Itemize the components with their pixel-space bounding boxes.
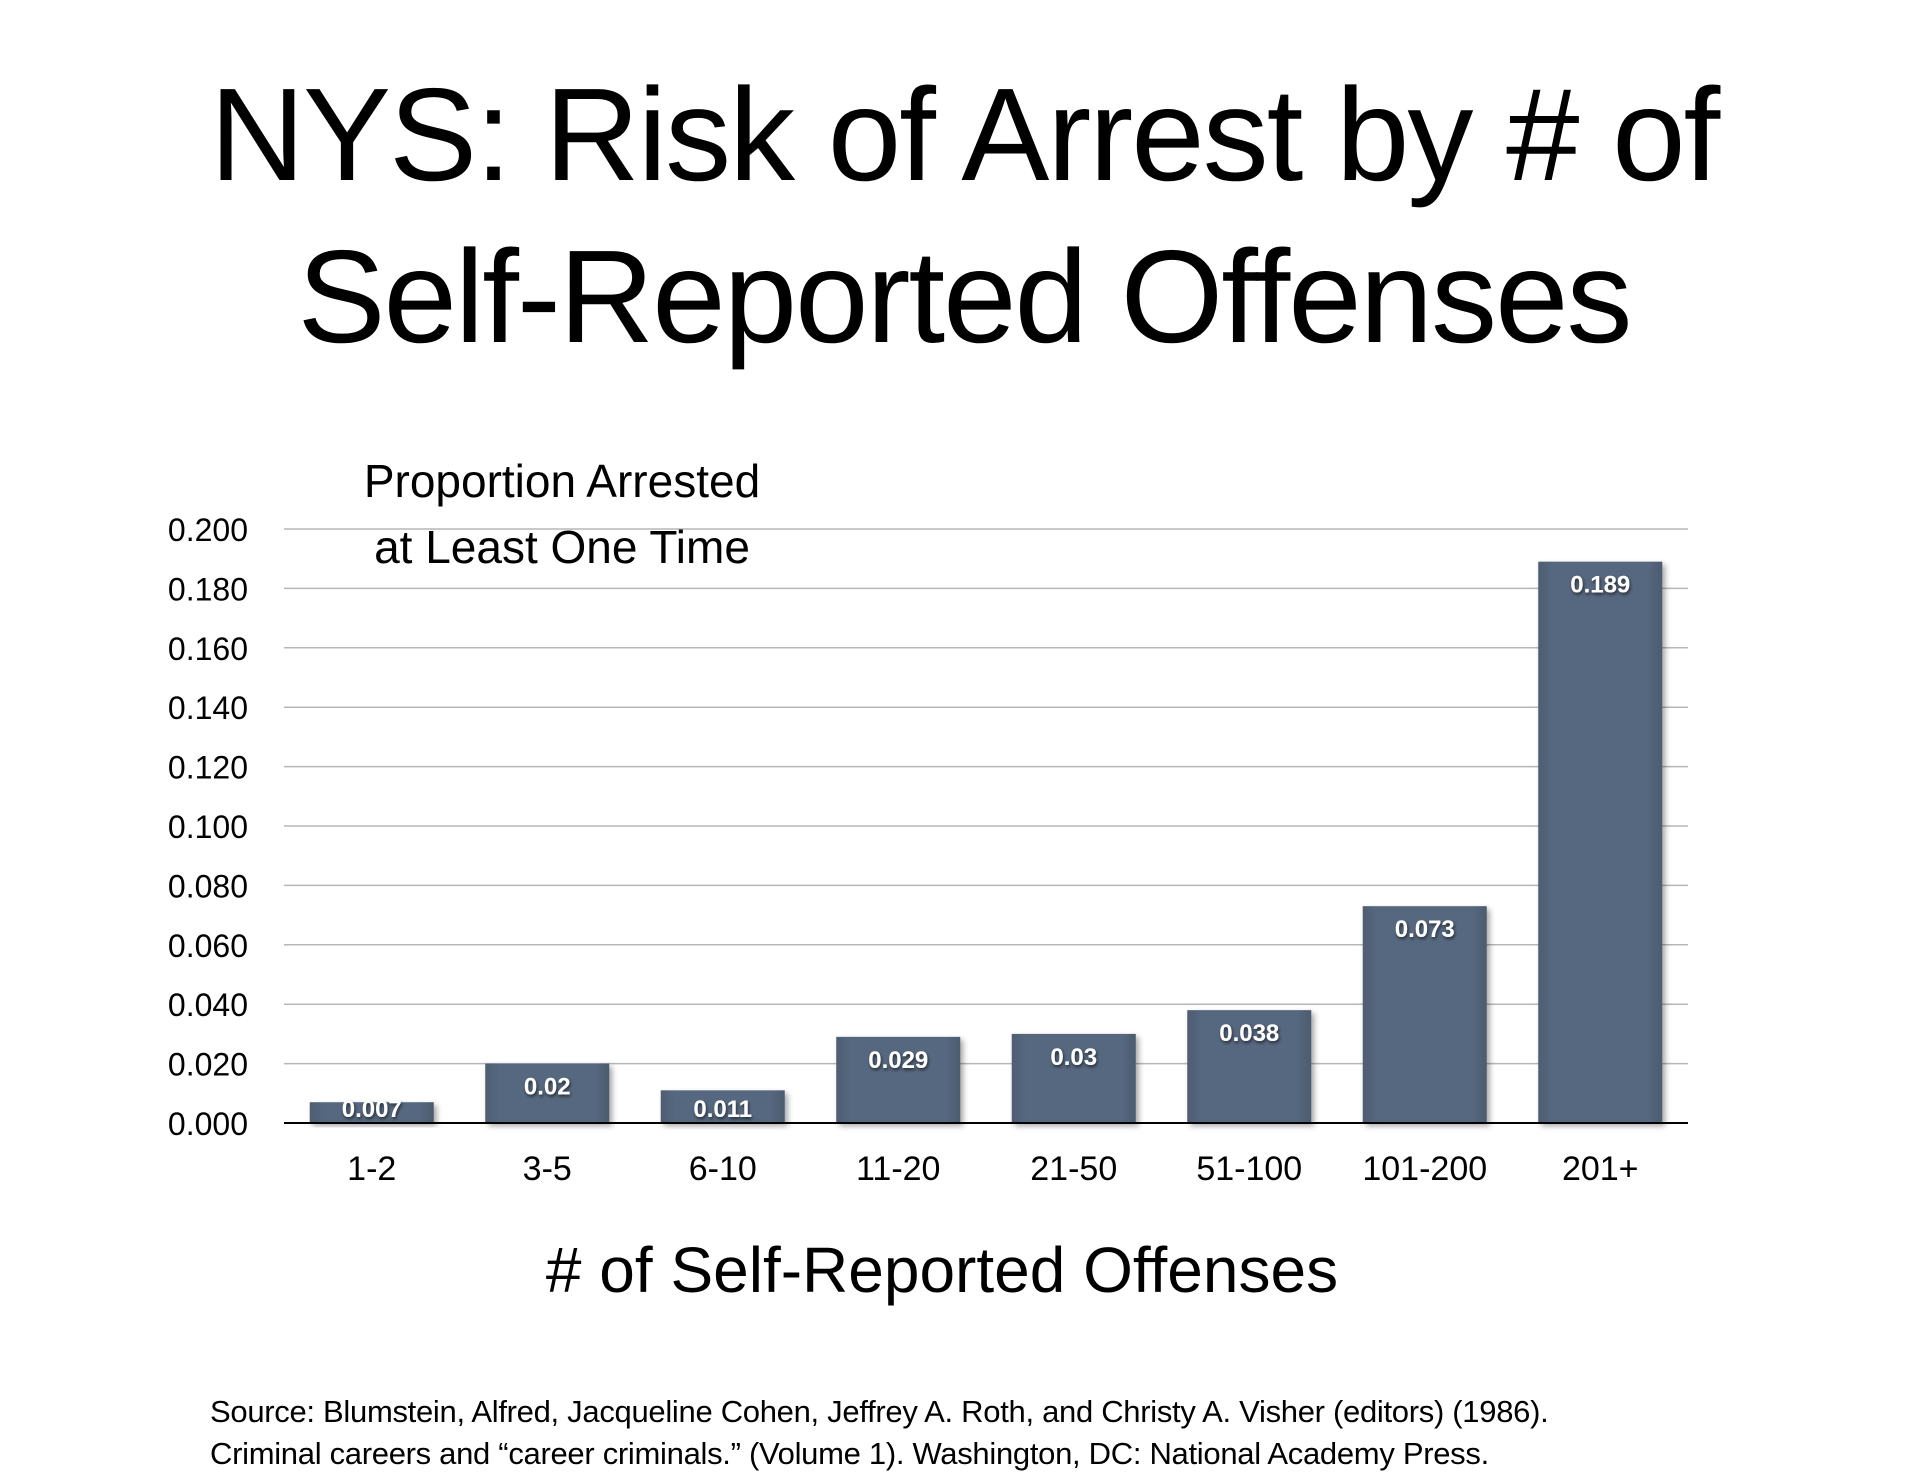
x-tick-label: 51-100: [1196, 1150, 1302, 1188]
data-label: 0.038: [1219, 1020, 1279, 1047]
bar-shading: [485, 1063, 610, 1123]
slide-title-line2: Self-Reported Offenses: [297, 223, 1633, 370]
y-tick-label: 0.020: [168, 1047, 248, 1083]
x-tick-label: 21-50: [1030, 1150, 1117, 1188]
slide-title: NYS: Risk of Arrest by # of Self-Reporte…: [0, 54, 1928, 378]
gridlines: [284, 528, 1688, 1065]
slide-title-line1: NYS: Risk of Arrest by # of: [209, 61, 1721, 208]
y-tick-label: 0.060: [168, 928, 248, 964]
y-tick-label: 0.120: [168, 750, 248, 786]
y-axis-label-line2: at Least One Time: [374, 521, 750, 573]
bar-shading: [1538, 561, 1663, 1123]
bar-shading: [1362, 906, 1487, 1123]
x-tick-label: 1-2: [347, 1150, 396, 1188]
source-line2: Criminal careers and “career criminals.”…: [210, 1436, 1489, 1471]
bar-shading: [660, 1090, 785, 1123]
x-tick-label: 11-20: [856, 1150, 940, 1188]
bar-shading: [1187, 1010, 1312, 1123]
bar-shading: [309, 1102, 434, 1123]
bar-shading: [836, 1036, 961, 1123]
data-label: 0.011: [693, 1096, 752, 1123]
data-label: 0.02: [524, 1074, 571, 1101]
y-tick-label: 0.140: [168, 690, 248, 726]
source-line1: Source: Blumstein, Alfred, Jacqueline Co…: [210, 1394, 1549, 1429]
x-axis-label: # of Self-Reported Offenses: [546, 1234, 1338, 1306]
data-label: 0.189: [1570, 572, 1630, 599]
data-label: 0.007: [342, 1096, 402, 1123]
x-tick-label: 3-5: [523, 1150, 572, 1188]
y-tick-label: 0.040: [168, 987, 248, 1023]
bars: [309, 561, 1663, 1123]
y-tick-label: 0.080: [168, 868, 248, 904]
x-axis-ticks: 1-2 3-5 6-10 11-20 21-50 51-100 101-200 201+: [347, 1150, 1638, 1188]
x-tick-label: 201+: [1562, 1150, 1639, 1188]
y-axis-label-line1: Proportion Arrested: [364, 455, 760, 507]
y-tick-label: 0.000: [168, 1106, 248, 1142]
x-tick-label: 101-200: [1362, 1150, 1487, 1188]
source-citation: Source: Blumstein, Alfred, Jacqueline Co…: [210, 1391, 1549, 1475]
y-tick-label: 0.100: [168, 809, 248, 845]
data-label: 0.03: [1050, 1044, 1097, 1071]
y-axis-ticks: 0.000 0.020 0.040 0.060 0.080 0.100 0.120 0.140…: [168, 512, 248, 1142]
data-label: 0.073: [1395, 916, 1455, 943]
data-labels: 0.007 0.02 0.011 0.029 0.03 0.038 0.073 0.189: [342, 572, 1631, 1123]
x-tick-label: 6-10: [689, 1150, 757, 1188]
data-label: 0.029: [868, 1047, 928, 1074]
y-tick-label: 0.180: [168, 571, 248, 607]
y-tick-label: 0.160: [168, 631, 248, 667]
y-tick-label: 0.200: [168, 512, 248, 548]
bar-shading: [1011, 1033, 1136, 1123]
